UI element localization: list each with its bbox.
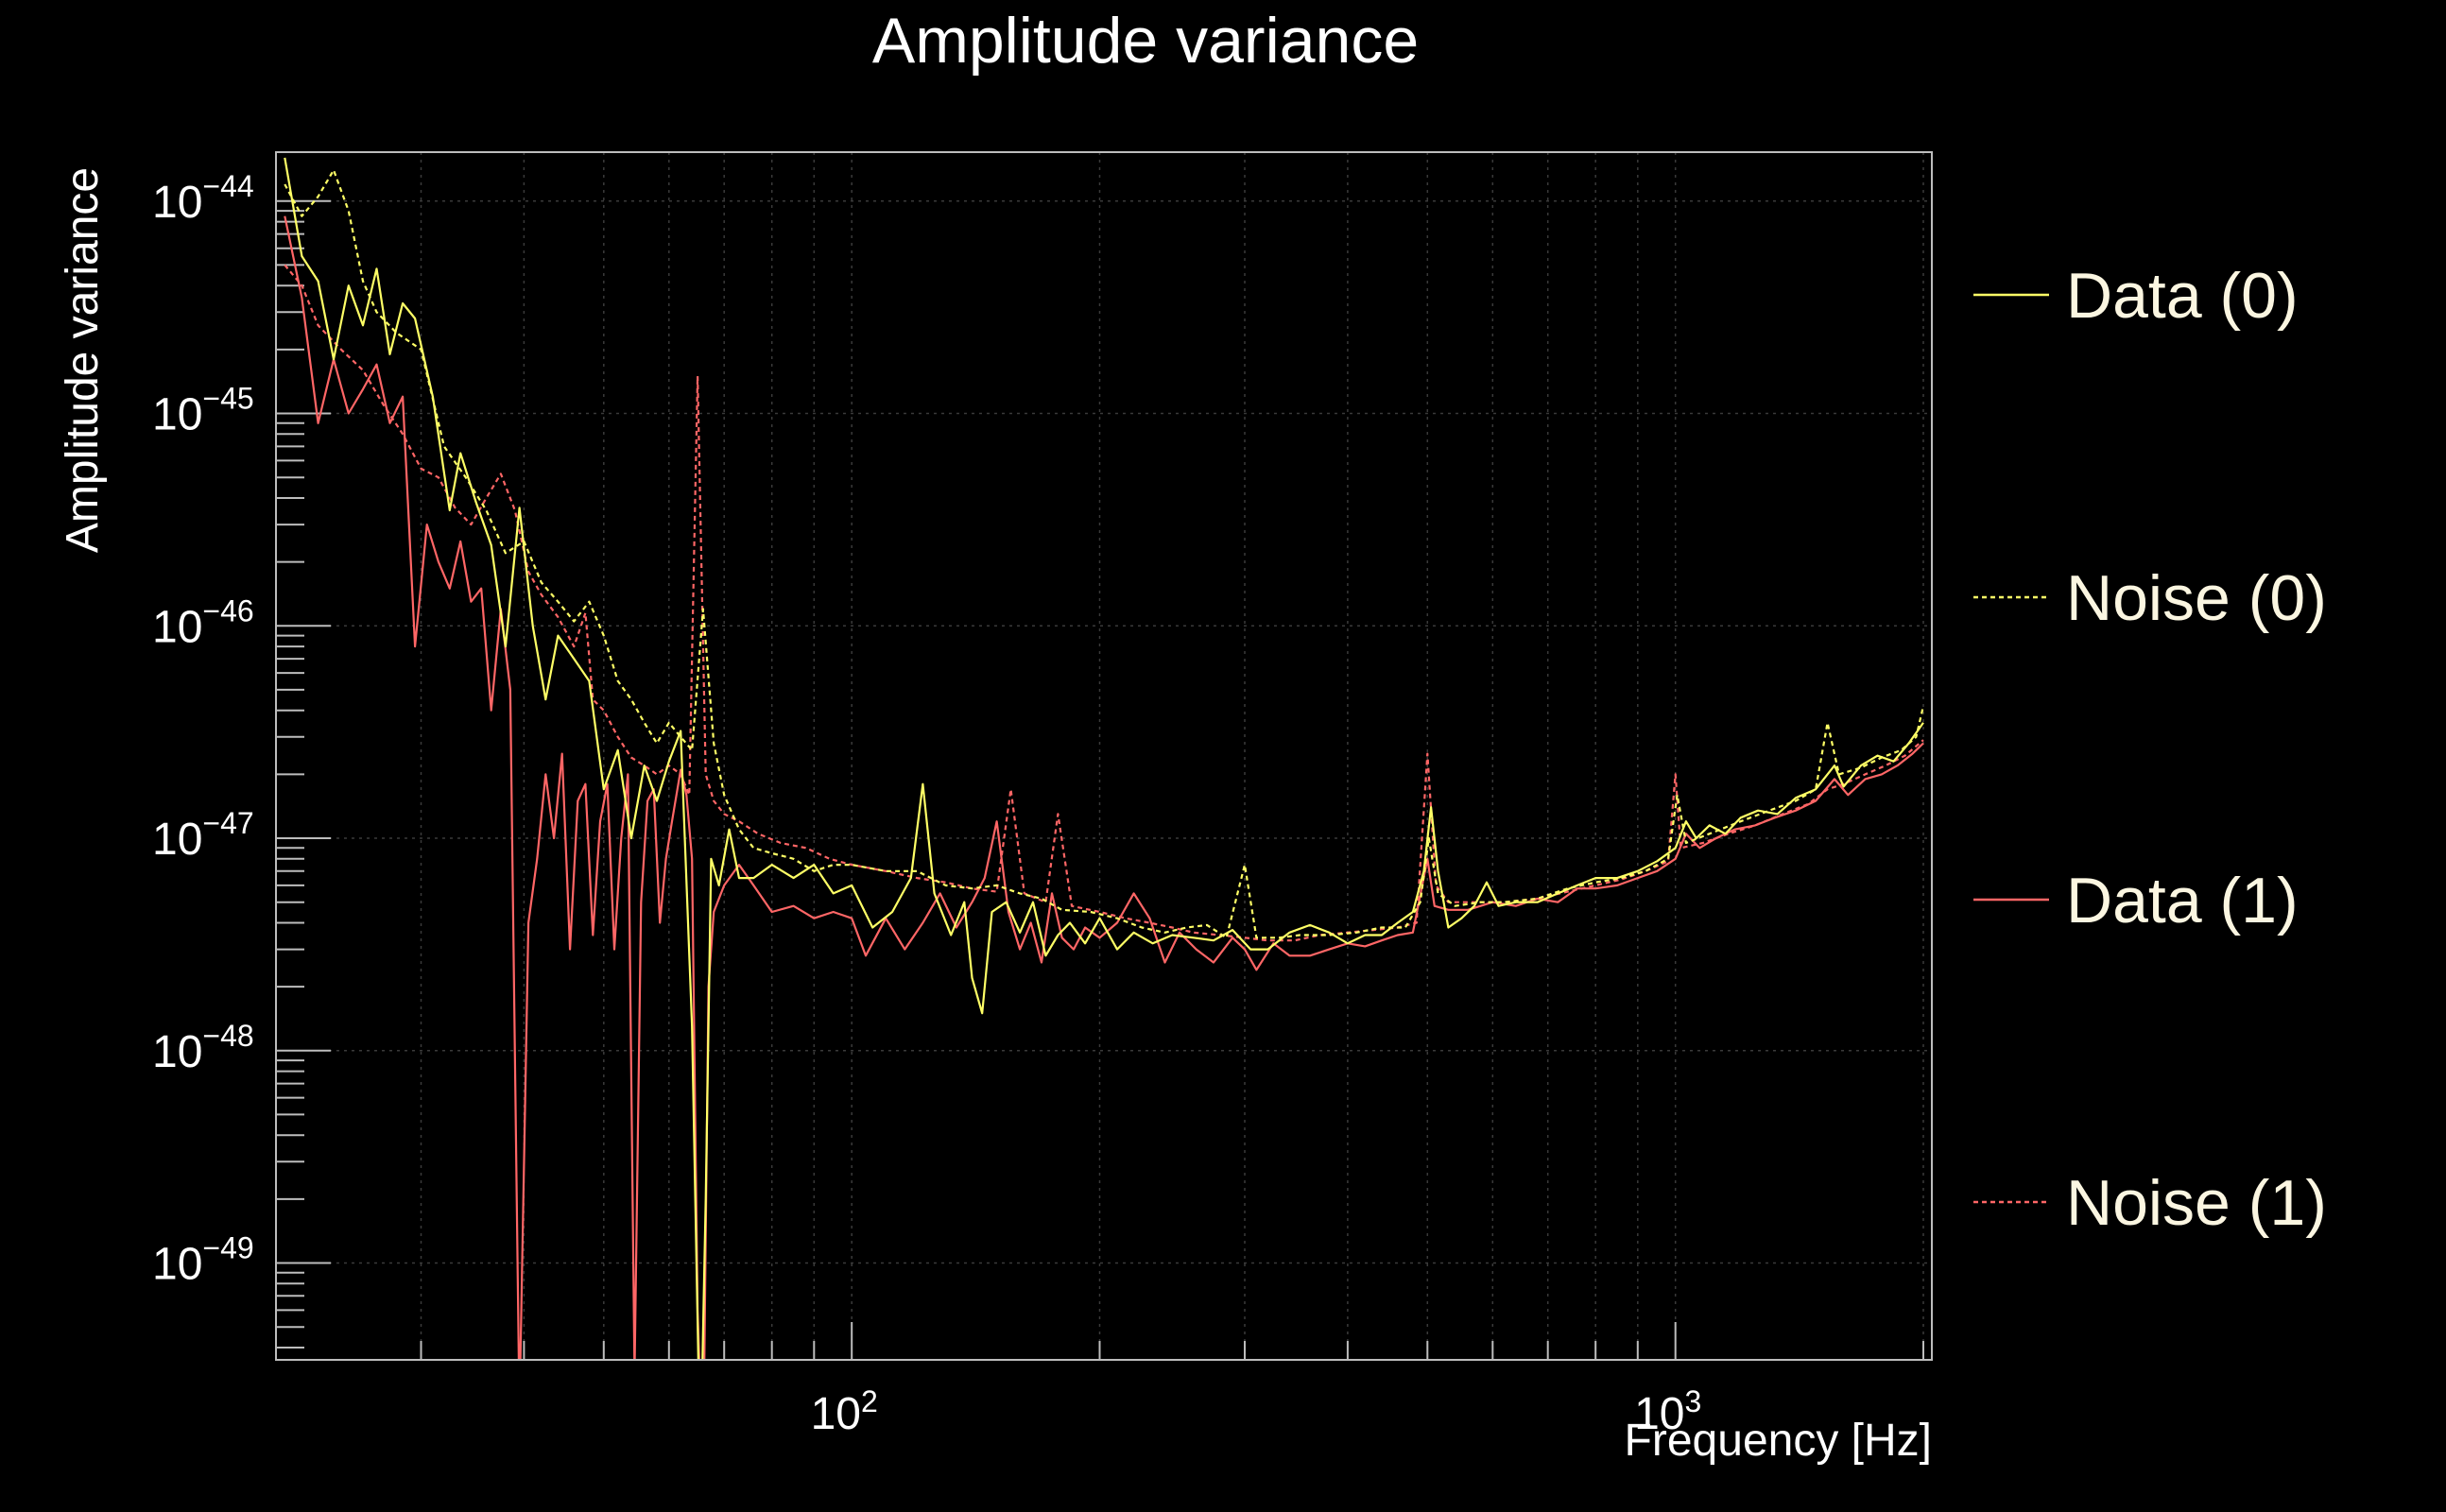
axis-ticks bbox=[275, 199, 1924, 1360]
y-tick-label: 10−44 bbox=[152, 169, 254, 228]
legend-label: Noise (0) bbox=[2066, 562, 2327, 634]
grid bbox=[275, 152, 1932, 1360]
y-tick-label: 10−45 bbox=[152, 382, 254, 440]
x-axis-label: Frequency [Hz] bbox=[1625, 1416, 1932, 1466]
legend-label: Data (0) bbox=[2066, 260, 2299, 332]
y-axis-label: Amplitude variance bbox=[58, 167, 108, 553]
chart-title: Amplitude variance bbox=[872, 5, 1419, 77]
y-tick-label: 10−47 bbox=[152, 806, 254, 865]
x-tick-label: 103 bbox=[1634, 1384, 1701, 1439]
y-tick-label: 10−49 bbox=[152, 1231, 254, 1290]
y-tick-label: 10−46 bbox=[152, 593, 254, 652]
x-tick-labels: 102 103 bbox=[811, 1384, 1702, 1439]
series-line-0 bbox=[284, 157, 1924, 1360]
series-lines bbox=[284, 157, 1925, 1360]
plot-frame bbox=[275, 151, 1933, 1361]
x-tick-label: 102 bbox=[811, 1384, 878, 1439]
y-tick-label: 10−48 bbox=[152, 1019, 254, 1077]
legend-label: Noise (1) bbox=[2066, 1167, 2327, 1239]
legend: Data (0) Noise (0) Data (1) Noise (1) bbox=[1973, 260, 2327, 1239]
y-tick-labels: 10−44 10−45 10−46 10−47 10−48 10−49 bbox=[152, 169, 254, 1290]
legend-label: Data (1) bbox=[2066, 865, 2299, 936]
series-line-1 bbox=[284, 168, 1925, 939]
